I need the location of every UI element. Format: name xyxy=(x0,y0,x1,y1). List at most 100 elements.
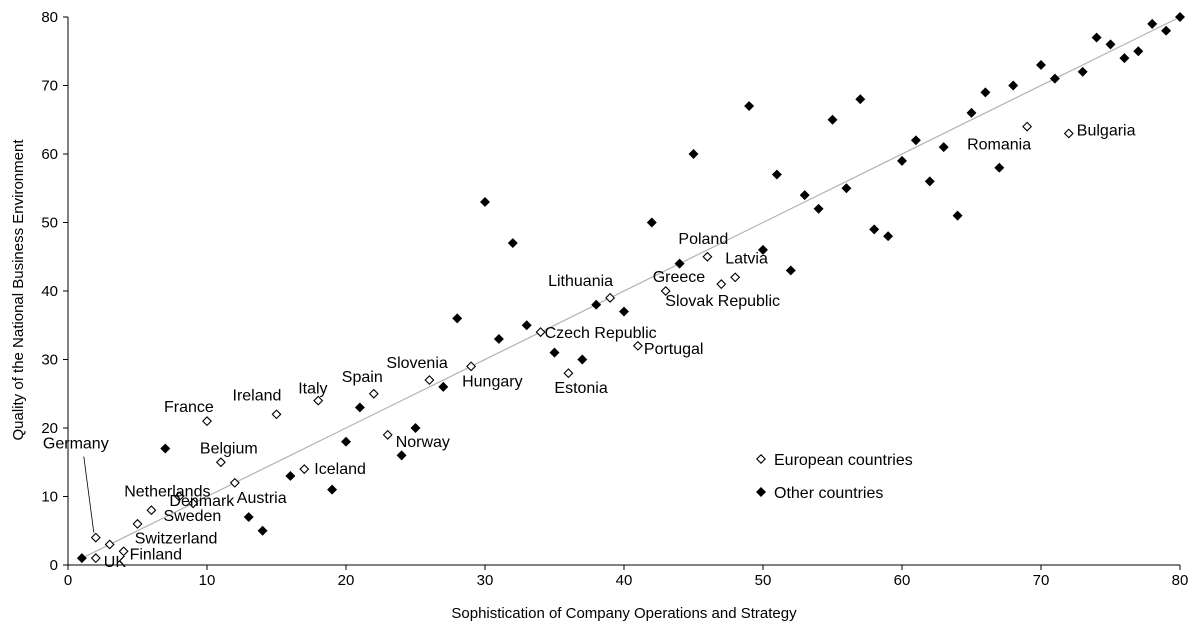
point-label: Ireland xyxy=(233,387,282,404)
european-country-point xyxy=(535,327,546,338)
other-country-point xyxy=(452,313,463,324)
point-label: Czech Republic xyxy=(545,325,657,342)
point-label: Latvia xyxy=(725,250,768,267)
point-label: Iceland xyxy=(314,461,366,478)
european-country-point xyxy=(605,292,616,303)
other-country-point xyxy=(341,436,351,447)
other-country-point xyxy=(160,443,171,454)
other-country-point xyxy=(1161,25,1172,36)
european-country-point xyxy=(466,361,477,372)
legend-label: European countries xyxy=(774,452,913,469)
other-country-point xyxy=(980,87,991,98)
axes: 0 10 20 30 40 50 60 70 80 0 10 20 30 40 50 60 70 80 xyxy=(41,9,1188,589)
x-tick-label: 0 xyxy=(64,572,72,589)
other-country-point xyxy=(521,320,532,331)
european-country-point xyxy=(202,416,212,427)
other-country-point xyxy=(1077,66,1088,77)
other-country-point xyxy=(591,299,602,310)
other-country-point xyxy=(76,553,87,564)
other-country-point xyxy=(1008,80,1019,91)
point-label: Poland xyxy=(678,231,728,248)
legend-label: Other countries xyxy=(774,485,883,502)
european-country-point xyxy=(368,388,379,399)
point-label: Finland xyxy=(130,546,182,563)
point-label: Romania xyxy=(967,137,1031,154)
x-tick-label: 10 xyxy=(199,572,216,589)
european-country-point xyxy=(90,532,101,543)
x-axis-title: Sophistication of Company Operations and… xyxy=(451,605,797,622)
y-tick-label: 70 xyxy=(41,78,58,95)
point-label: Bulgaria xyxy=(1077,122,1136,139)
other-country-point xyxy=(869,224,880,235)
y-tick-label: 40 xyxy=(41,283,58,300)
point-label: Sweden xyxy=(164,508,222,525)
other-country-point xyxy=(883,231,894,242)
other-country-point xyxy=(674,258,685,269)
x-tick-label: 70 xyxy=(1033,572,1050,589)
other-country-point xyxy=(758,244,768,255)
european-country-point xyxy=(702,251,713,262)
european-country-point xyxy=(229,477,240,488)
legend: European countries Other countries xyxy=(756,452,913,502)
point-label: Denmark xyxy=(169,493,235,510)
european-country-point xyxy=(1063,128,1074,139)
other-country-point xyxy=(938,142,949,153)
other-country-point xyxy=(1049,73,1060,84)
other-country-point xyxy=(619,306,629,317)
european-country-point xyxy=(146,505,157,516)
other-country-point xyxy=(549,347,560,358)
european-country-point xyxy=(730,272,741,283)
y-tick-label: 0 xyxy=(50,557,58,574)
trendline xyxy=(81,16,1181,559)
y-tick-label: 80 xyxy=(41,9,58,26)
other-country-point xyxy=(493,333,504,344)
y-tick-label: 10 xyxy=(41,489,58,506)
point-label: Spain xyxy=(342,369,383,386)
other-country-point xyxy=(257,525,268,536)
european-country-point xyxy=(132,518,143,529)
other-country-point xyxy=(577,354,588,365)
other-country-point xyxy=(1133,46,1144,57)
x-tick-label: 30 xyxy=(477,572,494,589)
other-country-point xyxy=(841,183,852,194)
other-country-point xyxy=(910,135,921,146)
y-tick-label: 60 xyxy=(41,146,58,163)
point-label: Estonia xyxy=(554,380,607,397)
other-country-point xyxy=(799,190,810,201)
other-country-point xyxy=(897,155,907,166)
other-country-point xyxy=(785,265,796,276)
european-country-point xyxy=(1022,121,1033,132)
other-country-point xyxy=(855,94,866,105)
points-layer xyxy=(76,12,1185,564)
label-leader-line xyxy=(83,456,95,533)
y-axis-title: Quality of the National Business Environ… xyxy=(10,139,27,441)
other-country-point xyxy=(480,196,490,207)
other-country-point xyxy=(966,107,977,118)
point-label: Slovak Republic xyxy=(665,293,780,310)
y-tick-label: 20 xyxy=(41,420,58,437)
point-label: Greece xyxy=(653,269,706,286)
other-country-point xyxy=(952,210,963,221)
other-country-point xyxy=(1175,12,1185,22)
european-country-point xyxy=(271,409,282,420)
european-country-point xyxy=(632,340,643,351)
european-country-point xyxy=(716,279,727,290)
european-country-point xyxy=(563,368,574,379)
european-country-point xyxy=(382,429,393,440)
point-label: Netherlands xyxy=(124,484,210,501)
european-country-point xyxy=(118,546,129,557)
other-country-point xyxy=(688,149,699,159)
european-country-point xyxy=(313,395,324,406)
point-label: Portugal xyxy=(644,341,704,358)
other-country-point xyxy=(813,203,824,214)
other-country-point xyxy=(827,114,838,125)
european-country-point xyxy=(299,464,310,475)
point-label: Hungary xyxy=(462,373,522,390)
other-country-point xyxy=(285,470,296,481)
point-label: Norway xyxy=(396,434,450,451)
point-label: Austria xyxy=(237,490,287,507)
legend-marker-european xyxy=(756,454,766,464)
other-country-point xyxy=(1147,18,1158,29)
european-country-point xyxy=(104,539,115,550)
other-country-point xyxy=(1105,39,1116,50)
